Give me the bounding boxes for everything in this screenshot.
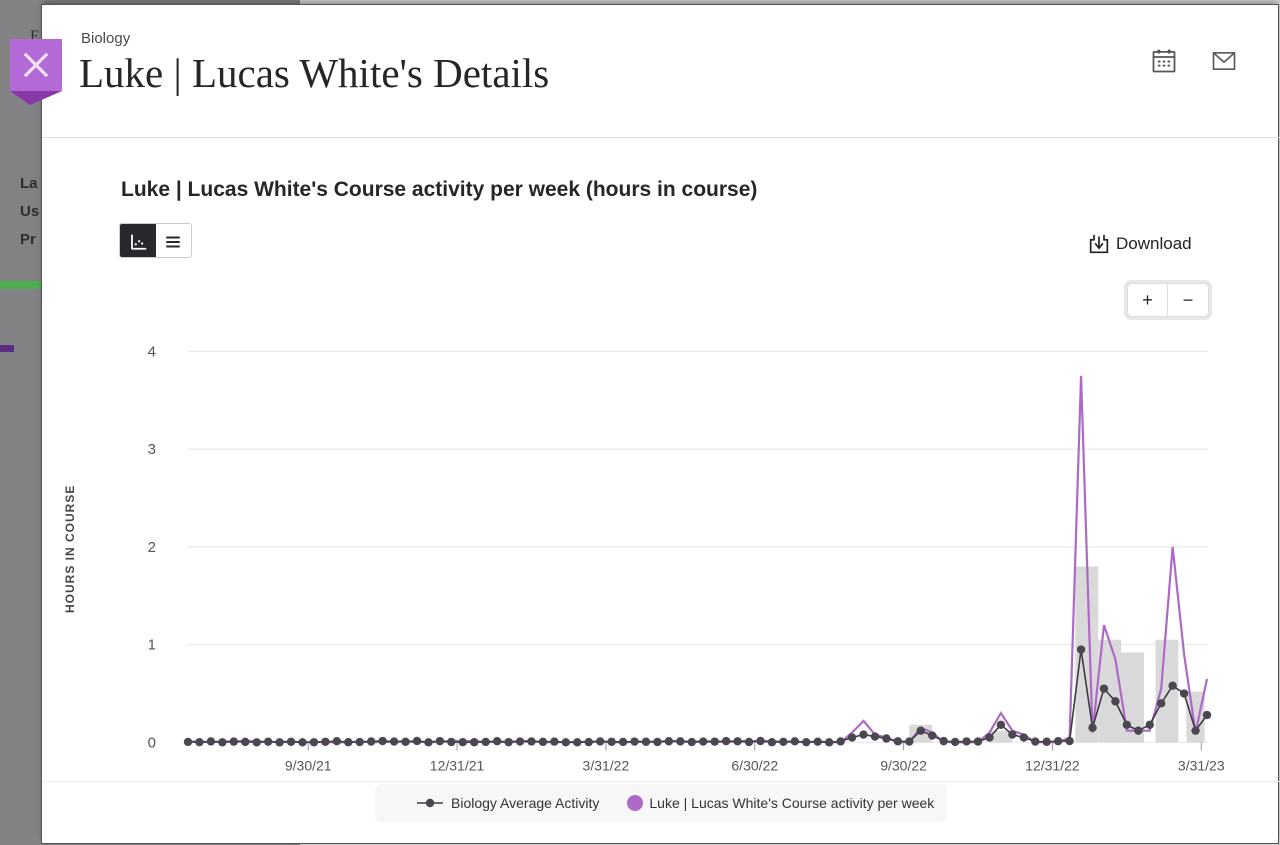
svg-text:2: 2 — [148, 539, 156, 556]
svg-text:12/31/22: 12/31/22 — [1025, 757, 1080, 773]
svg-text:4: 4 — [148, 343, 156, 360]
svg-text:3/31/23: 3/31/23 — [1178, 757, 1225, 773]
svg-text:9/30/22: 9/30/22 — [880, 757, 927, 773]
svg-text:12/31/21: 12/31/21 — [430, 757, 485, 773]
svg-text:9/30/21: 9/30/21 — [285, 757, 332, 773]
svg-text:3: 3 — [148, 441, 156, 458]
svg-text:1: 1 — [148, 637, 156, 654]
svg-text:0: 0 — [148, 734, 156, 751]
svg-text:3/31/22: 3/31/22 — [583, 757, 630, 773]
svg-text:6/30/22: 6/30/22 — [731, 757, 778, 773]
